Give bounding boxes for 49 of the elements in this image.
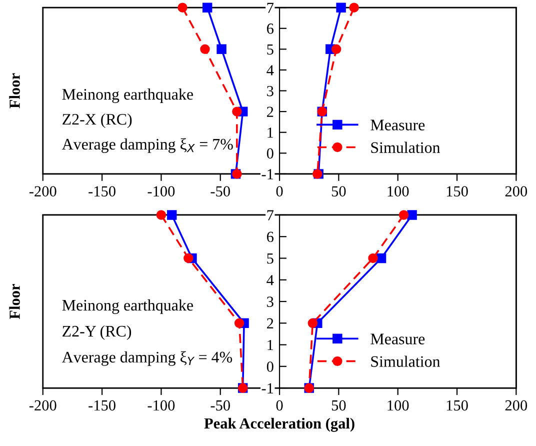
annotation: Z2-X (RC) bbox=[62, 113, 132, 128]
x-axis-title: Peak Acceleration (gal) bbox=[204, 418, 354, 432]
legend-label: Measure bbox=[370, 120, 425, 130]
y-tick-label: 4 bbox=[266, 275, 274, 286]
legend-label: Simulation bbox=[371, 356, 440, 367]
y-tick-label: 6 bbox=[266, 232, 274, 242]
x-tick-label: -150 bbox=[88, 186, 116, 196]
x-tick-label: 0 bbox=[276, 400, 283, 411]
x-tick-label: -150 bbox=[88, 400, 116, 411]
annotation: Meinong earthquake bbox=[62, 88, 193, 104]
x-tick-label: 100 bbox=[388, 400, 409, 411]
x-tick-label: 150 bbox=[446, 186, 468, 196]
y-tick-label: 2 bbox=[267, 318, 274, 328]
y-tick-label: 4 bbox=[266, 65, 274, 76]
x-tick-label: 0 bbox=[276, 186, 283, 196]
x-tick-label: -200 bbox=[29, 186, 56, 196]
y-tick-label: 5 bbox=[267, 254, 274, 264]
x-tick-label: -200 bbox=[29, 400, 56, 411]
y-tick-label: 0 bbox=[266, 362, 274, 372]
annotation: Average damping ξ$_{X}$ = 7% bbox=[62, 138, 233, 153]
x-tick-label: 100 bbox=[388, 186, 409, 196]
y-tick-label: 2 bbox=[267, 106, 274, 117]
y-tick-label: 1 bbox=[268, 128, 274, 138]
x-tick-label: 150 bbox=[446, 400, 468, 411]
x-tick-label: -50 bbox=[210, 400, 230, 411]
y-tick-label: -1 bbox=[262, 383, 274, 394]
annotation: Average damping ξ$_{Y}$ = 4% bbox=[62, 351, 232, 366]
y-tick-label: 1 bbox=[268, 340, 274, 350]
y-tick-label: 3 bbox=[267, 296, 274, 307]
y-tick-label: 6 bbox=[266, 24, 274, 34]
y-axis-title: Floor bbox=[9, 73, 20, 108]
x-tick-label: -50 bbox=[210, 186, 230, 196]
x-tick-label: 200 bbox=[505, 400, 528, 411]
x-tick-label: -100 bbox=[148, 400, 175, 411]
x-tick-label: 50 bbox=[332, 186, 346, 196]
annotation: Z2-Y (RC) bbox=[62, 325, 132, 340]
y-tick-label: 7 bbox=[267, 210, 274, 220]
legend-label: Measure bbox=[370, 334, 425, 344]
y-axis-title: Floor bbox=[9, 284, 20, 320]
x-tick-label: 200 bbox=[505, 186, 528, 196]
y-tick-label: 7 bbox=[267, 2, 274, 13]
legend-label: Simulation bbox=[371, 142, 440, 153]
y-tick-label: -1 bbox=[262, 169, 274, 180]
y-tick-label: 3 bbox=[267, 86, 274, 96]
annotation: Meinong earthquake bbox=[62, 299, 193, 314]
y-tick-label: 5 bbox=[267, 44, 274, 55]
x-tick-label: 50 bbox=[332, 400, 346, 411]
x-tick-label: -100 bbox=[148, 186, 175, 196]
y-tick-label: 0 bbox=[266, 148, 274, 159]
